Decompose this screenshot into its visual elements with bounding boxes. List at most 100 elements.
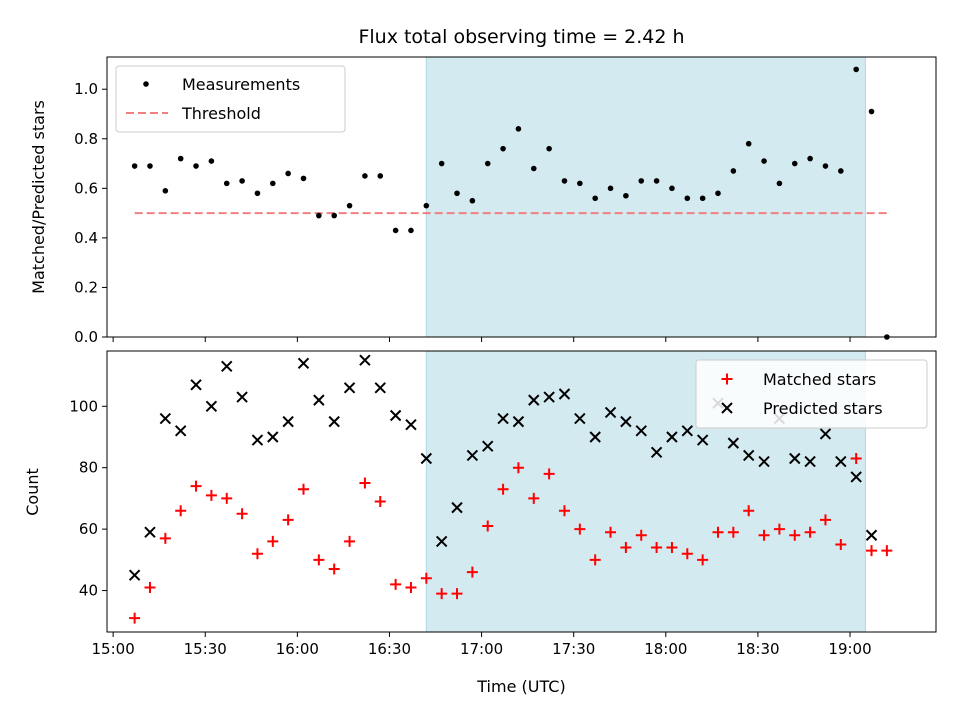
measurement-point: [838, 168, 844, 174]
predicted-star-point: [144, 526, 156, 538]
measurement-point: [254, 190, 261, 197]
bottom-ytick-label: 100: [69, 397, 98, 415]
top-ytick-label: 0.2: [74, 278, 98, 296]
matched-star-point: [727, 526, 739, 538]
matched-star-point: [773, 523, 785, 535]
measurement-point: [408, 227, 414, 234]
matched-star-point: [819, 514, 831, 526]
legend-predicted-marker: [721, 402, 733, 414]
matched-star-point: [405, 581, 417, 593]
predicted-star-point: [205, 400, 218, 412]
legend-threshold-label: Threshold: [181, 104, 261, 123]
top-legend-box: [115, 65, 346, 133]
predicted-star-point: [374, 382, 386, 394]
predicted-star-point: [528, 394, 540, 406]
measurement-point: [807, 155, 813, 162]
predicted-star-point: [650, 446, 663, 459]
top-panel: 0.0 0.2 0.4 0.6 0.8 1.0 Measurements Threshold: [74, 56, 937, 346]
measurement-point: [577, 180, 583, 187]
matched-star-point: [804, 526, 816, 538]
measurement-point: [715, 190, 721, 197]
predicted-star-point: [174, 425, 187, 437]
predicted-star-point: [343, 382, 356, 394]
bottom-xtick-label: 18:00: [644, 640, 687, 658]
predicted-star-point: [297, 357, 310, 369]
top-ytick-label: 1.0: [74, 80, 98, 98]
bottom-xtick-label: 17:30: [552, 640, 595, 658]
predicted-star-point: [819, 428, 832, 440]
matched-star-point: [666, 542, 678, 554]
measurement-point: [484, 160, 491, 167]
measurement-point: [316, 212, 322, 219]
matched-star-point: [205, 489, 217, 501]
matched-star-point: [466, 566, 478, 578]
matched-star-point: [298, 483, 310, 495]
predicted-star-point: [681, 425, 694, 437]
measurement-point: [500, 145, 506, 152]
x-axis-label: Time (UTC): [476, 677, 565, 696]
matched-star-point: [374, 495, 386, 507]
predicted-star-point: [420, 452, 433, 465]
bottom-xtick-label: 16:30: [368, 640, 411, 658]
matched-star-point: [129, 612, 141, 624]
predicted-star-point: [835, 455, 847, 468]
top-legend: Measurements Threshold: [115, 65, 346, 133]
matched-star-point: [574, 523, 586, 535]
measurement-point: [223, 180, 230, 187]
predicted-star-point: [543, 391, 555, 403]
predicted-star-point: [466, 449, 479, 462]
measurement-point: [607, 185, 614, 192]
predicted-star-point: [666, 431, 678, 443]
measurement-point: [270, 180, 276, 187]
matched-star-point: [850, 452, 862, 464]
measurement-point: [530, 165, 537, 172]
measurement-point: [423, 202, 430, 209]
measurement-point: [638, 178, 645, 184]
predicted-star-point: [405, 418, 417, 431]
legend-matched-label: Matched stars: [763, 370, 876, 389]
predicted-star-point: [435, 535, 448, 548]
predicted-star-point: [789, 452, 801, 465]
matched-star-point: [758, 529, 770, 541]
predicted-star-point: [512, 415, 525, 428]
measurement-point: [331, 212, 338, 219]
matched-star-point: [605, 526, 617, 538]
predicted-star-point: [589, 431, 601, 443]
bottom-ylabel: Count: [23, 468, 42, 516]
predicted-star-point: [558, 388, 571, 400]
measurement-point: [868, 108, 875, 115]
bottom-legend: Matched stars Predicted stars: [695, 359, 928, 429]
measurement-point: [791, 160, 798, 167]
matched-star-point: [681, 548, 693, 560]
matched-star-point: [282, 514, 294, 526]
matched-star-point: [344, 535, 356, 547]
measurement-point: [699, 195, 706, 202]
predicted-star-point: [267, 431, 279, 443]
matched-star-point: [558, 505, 570, 517]
measurement-point: [177, 155, 184, 162]
measurement-point: [377, 173, 384, 179]
matched-star-point: [313, 554, 325, 566]
predicted-star-point: [451, 501, 463, 514]
predicted-star-point: [482, 440, 494, 452]
measurement-point: [515, 126, 522, 132]
bottom-xtick-label: 18:30: [736, 640, 779, 658]
matched-star-point: [236, 508, 248, 520]
matched-star-point: [743, 505, 755, 517]
top-axes-frame: [106, 56, 937, 338]
matched-star-point: [420, 572, 432, 584]
matched-star-point: [251, 548, 263, 560]
matched-star-point: [144, 581, 156, 593]
bottom-xtick-label: 19:00: [828, 640, 871, 658]
measurement-point: [745, 140, 752, 147]
measurement-point: [193, 163, 199, 169]
matched-star-point: [789, 529, 801, 541]
measurement-point: [131, 163, 138, 169]
top-ytick-label: 0.6: [74, 179, 98, 197]
measurement-point: [362, 173, 368, 179]
predicted-star-point: [128, 569, 141, 581]
matched-star-point: [512, 462, 524, 474]
predicted-star-point: [804, 455, 816, 468]
measurement-point: [669, 185, 675, 192]
